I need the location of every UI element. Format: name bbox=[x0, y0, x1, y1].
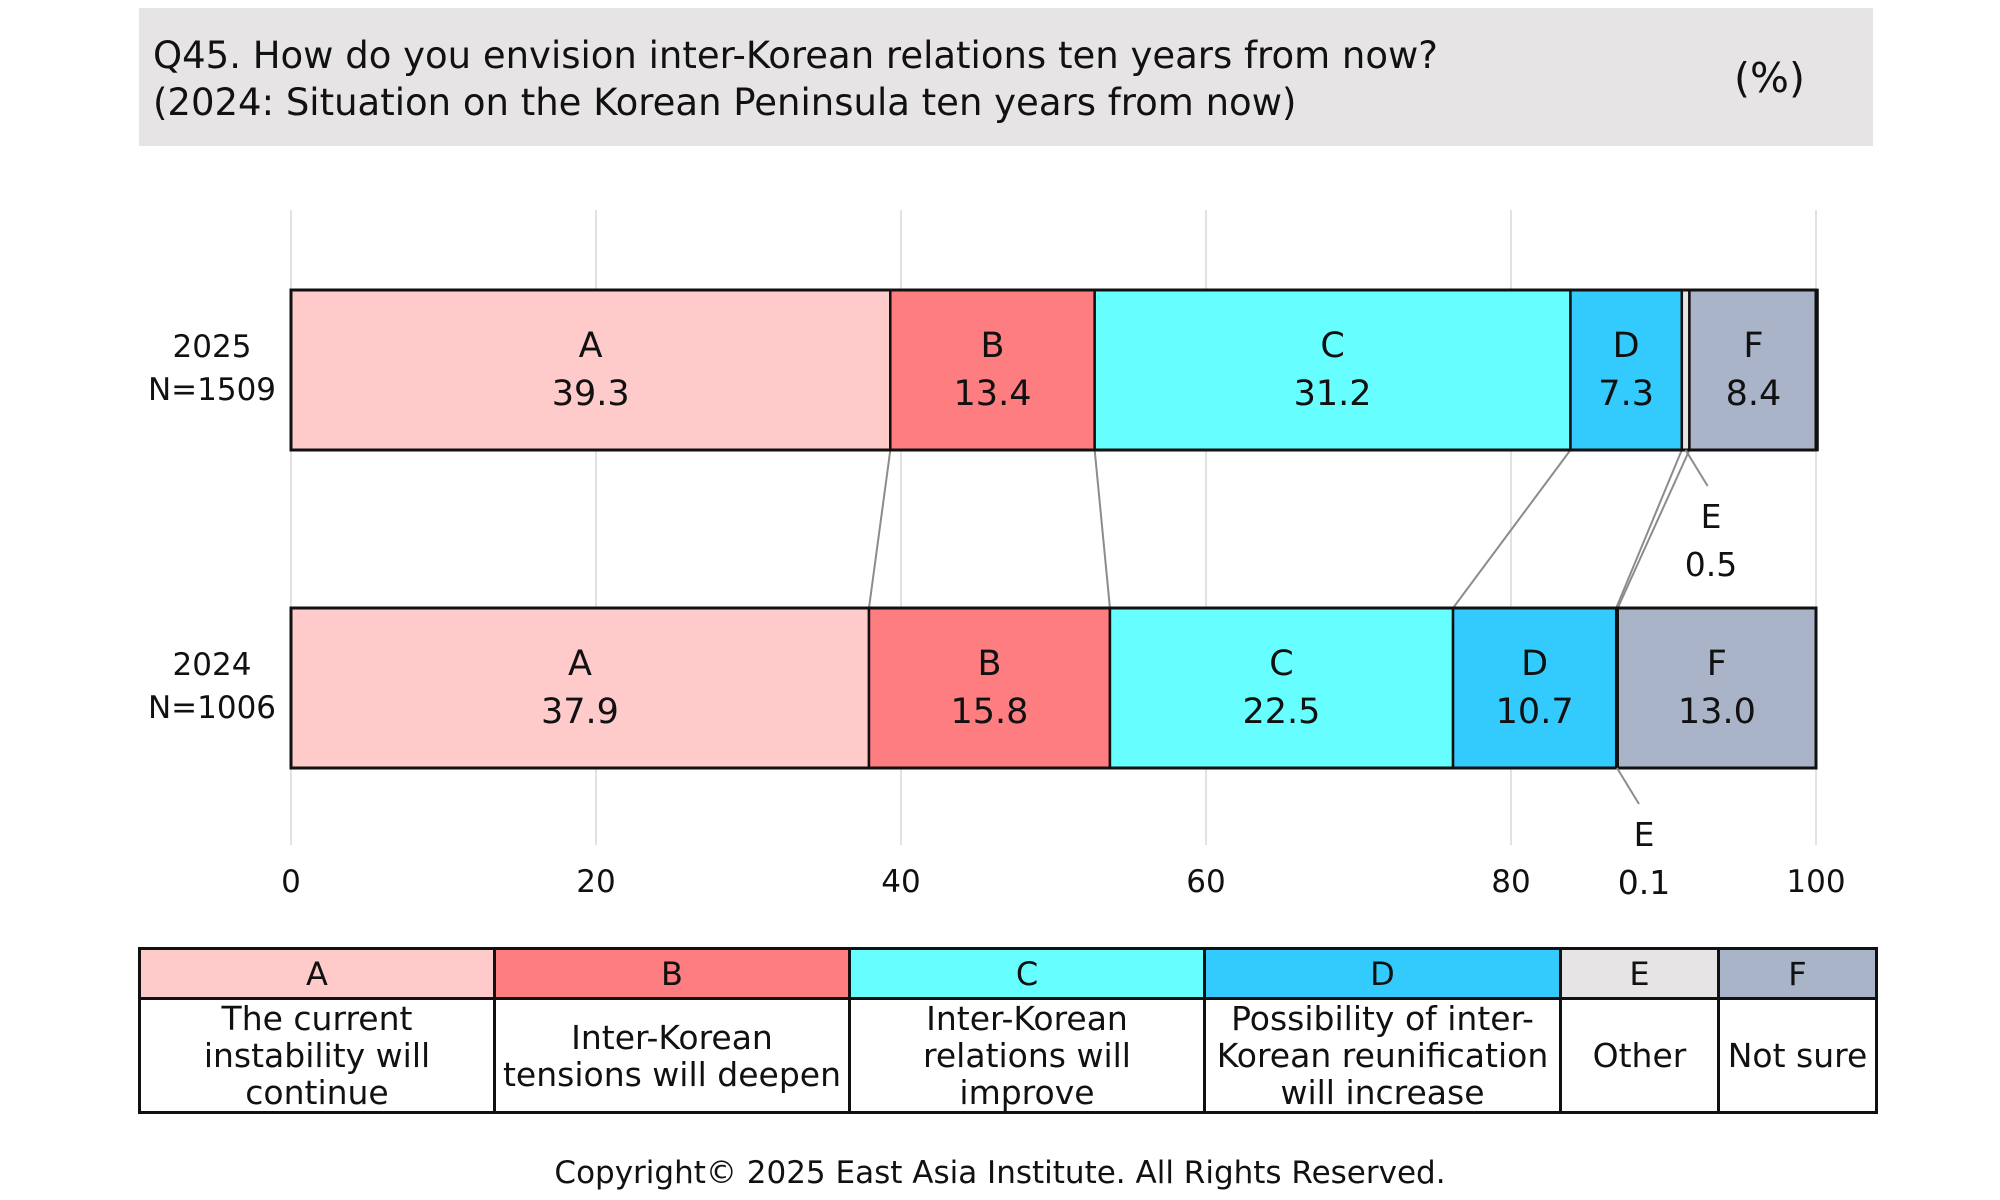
connector-line-e bbox=[1616, 449, 1691, 609]
connector-line-a bbox=[867, 449, 892, 609]
bar-segment-2025-b bbox=[889, 288, 1096, 452]
bar-segment-2024-c bbox=[1108, 606, 1455, 770]
callout-value-2024-e: 0.1 bbox=[1618, 863, 1670, 902]
bar-segment-2024-b bbox=[867, 606, 1112, 770]
stacked-bar-chart: 0 20 40 60 80 100 2025 N=1509 2024 N=1006 A 39.3 B 13… bbox=[148, 210, 1846, 902]
copyright-notice: Copyright© 2025 East Asia Institute. All… bbox=[554, 1155, 1446, 1191]
segment-code-2025-a: A bbox=[579, 326, 603, 366]
bar-segment-2025-d bbox=[1569, 288, 1684, 452]
segment-code-2024-a: A bbox=[568, 644, 592, 684]
segment-code-2025-c: C bbox=[1320, 326, 1344, 366]
legend-label-c: Inter-Korean relations will improve bbox=[848, 997, 1206, 1114]
bar-outline-2024 bbox=[289, 606, 1818, 770]
x-tick-label-60: 60 bbox=[1186, 864, 1225, 900]
legend-code-b: B bbox=[493, 947, 851, 1000]
bar-segment-2024-a bbox=[289, 606, 871, 770]
legend-code-e: E bbox=[1559, 947, 1720, 1000]
segment-value-2025-c: 31.2 bbox=[1294, 374, 1372, 414]
segment-value-2024-d: 10.7 bbox=[1496, 692, 1574, 732]
bar-segment-2025-c bbox=[1093, 288, 1572, 452]
bar-segment-2024-f bbox=[1616, 606, 1818, 770]
legend-label-b: Inter-Korean tensions will deepen bbox=[493, 997, 851, 1114]
segment-value-2024-c: 22.5 bbox=[1243, 692, 1321, 732]
segment-value-2025-f: 8.4 bbox=[1726, 374, 1782, 414]
bar-segment-2024-d bbox=[1451, 606, 1618, 770]
legend-label-d: Possibility of inter-Korean reunificatio… bbox=[1203, 997, 1562, 1114]
bar-segment-2025-f bbox=[1688, 288, 1819, 452]
category-label-2024: 2024 bbox=[173, 647, 252, 683]
segment-value-2025-a: 39.3 bbox=[552, 374, 630, 414]
segment-value-2025-b: 13.4 bbox=[954, 374, 1032, 414]
legend-label-e: Other bbox=[1559, 997, 1720, 1114]
callout-code-2025-e: E bbox=[1701, 497, 1722, 536]
segment-code-2024-d: D bbox=[1521, 644, 1548, 684]
legend-code-a: A bbox=[138, 947, 496, 1000]
category-label-2025: 2025 bbox=[173, 329, 252, 365]
unit-label: (%) bbox=[1734, 54, 1805, 102]
segment-value-2024-b: 15.8 bbox=[950, 692, 1028, 732]
legend-code-c: C bbox=[848, 947, 1206, 1000]
callout-line-2025-e bbox=[1684, 449, 1709, 487]
legend-table: A B C D E F The current instability will… bbox=[138, 947, 1878, 1114]
bar-segment-2025-a bbox=[289, 288, 892, 452]
segment-value-2024-a: 37.9 bbox=[541, 692, 619, 732]
connector-line-d bbox=[1615, 449, 1683, 609]
segment-code-2025-f: F bbox=[1743, 326, 1763, 366]
x-tick-label-0: 0 bbox=[281, 864, 301, 900]
legend-label-row: The current instability will continue In… bbox=[138, 997, 1878, 1114]
x-tick-label-40: 40 bbox=[881, 864, 920, 900]
legend-code-f: F bbox=[1717, 947, 1878, 1000]
x-tick-label-20: 20 bbox=[576, 864, 615, 900]
x-tick-label-80: 80 bbox=[1491, 864, 1530, 900]
segment-code-2025-d: D bbox=[1613, 326, 1640, 366]
bar-outline-2025 bbox=[289, 288, 1818, 452]
legend-label-f: Not sure bbox=[1717, 997, 1878, 1114]
segment-code-2024-f: F bbox=[1707, 644, 1727, 684]
category-n-2024: N=1006 bbox=[148, 690, 276, 726]
x-tick-label-100: 100 bbox=[1786, 864, 1845, 900]
callout-line-2024-e bbox=[1616, 767, 1640, 805]
connector-line-b bbox=[1093, 449, 1111, 609]
legend-code-row: A B C D E F bbox=[138, 947, 1878, 1000]
legend-code-d: D bbox=[1203, 947, 1562, 1000]
callout-code-2024-e: E bbox=[1634, 815, 1655, 854]
callout-value-2025-e: 0.5 bbox=[1685, 545, 1737, 584]
segment-code-2025-b: B bbox=[980, 326, 1004, 366]
segment-value-2025-d: 7.3 bbox=[1598, 374, 1654, 414]
connector-line-c bbox=[1452, 449, 1572, 609]
question-title: Q45. How do you envision inter-Korean re… bbox=[153, 34, 1438, 124]
segment-code-2024-b: B bbox=[977, 644, 1001, 684]
segment-code-2024-c: C bbox=[1269, 644, 1293, 684]
category-n-2025: N=1509 bbox=[148, 372, 276, 408]
legend-label-a: The current instability will continue bbox=[138, 997, 496, 1114]
chart-header: Q45. How do you envision inter-Korean re… bbox=[139, 8, 1873, 146]
segment-value-2024-f: 13.0 bbox=[1678, 692, 1756, 732]
